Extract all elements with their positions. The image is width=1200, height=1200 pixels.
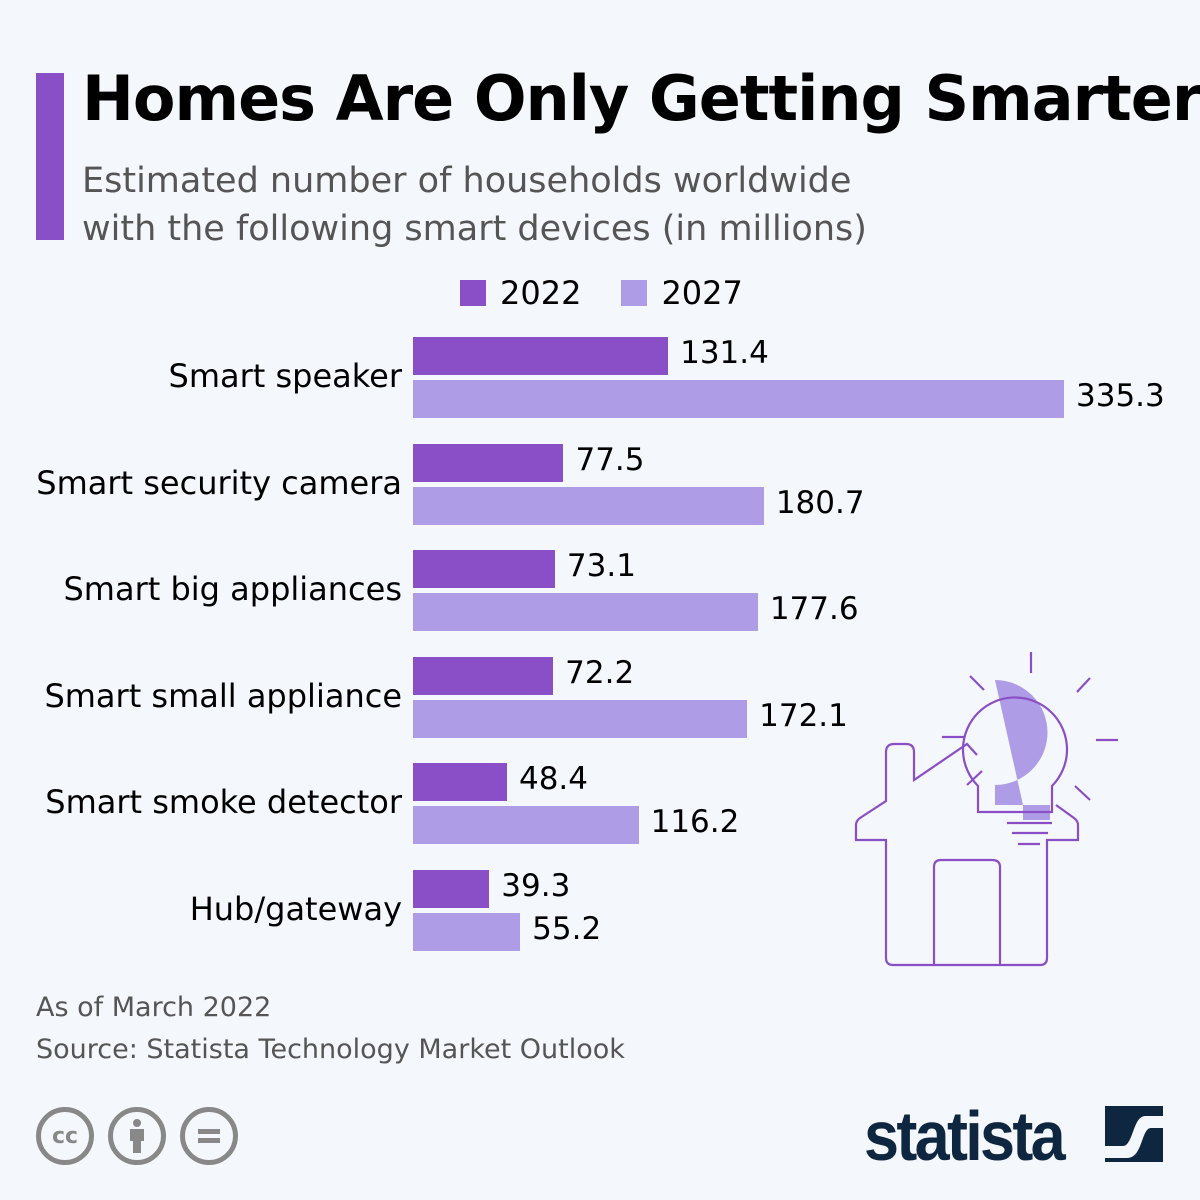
category-label: Smart small appliance [44, 676, 402, 715]
legend-label: 2022 [500, 274, 582, 312]
data-label: 116.2 [650, 804, 740, 840]
bar-2022 [413, 550, 555, 588]
no-derivatives-icon[interactable] [180, 1107, 238, 1165]
data-label: 172.1 [759, 697, 848, 734]
bar-2027 [413, 699, 748, 738]
attribution-icon[interactable] [108, 1107, 166, 1165]
category-label: Smart smoke detector [45, 783, 402, 821]
data-label: 177.6 [769, 591, 859, 627]
bar-2022 [413, 763, 507, 801]
bar-2022 [413, 337, 669, 375]
data-label: 180.7 [775, 484, 865, 521]
legend-swatch [621, 280, 648, 306]
data-label: 48.4 [518, 761, 588, 797]
source: Source: Statista Technology Market Outlo… [36, 1034, 625, 1065]
bar-2027 [413, 912, 521, 951]
title-accent-bar [36, 73, 64, 240]
bar-2022 [413, 443, 564, 482]
data-label: 131.4 [680, 335, 769, 371]
subtitle-line-2: with the following smart devices (in mil… [82, 209, 867, 249]
category-label: Smart speaker [168, 357, 402, 395]
bar-2027 [413, 380, 1064, 418]
footnote: As of March 2022 [36, 992, 272, 1023]
data-label: 335.3 [1076, 378, 1165, 414]
data-label: 72.2 [565, 654, 635, 691]
statista-logo-icon [1105, 1106, 1163, 1162]
chart-subtitle: Estimated number of households worldwide… [82, 157, 982, 253]
legend-label: 2027 [661, 274, 743, 312]
statista-logo[interactable]: statista [864, 1097, 1066, 1175]
legend: 2022 2027 [460, 274, 771, 312]
category-label: Hub/gateway [189, 889, 402, 928]
category-label: Smart big appliances [63, 570, 402, 608]
data-label: 77.5 [575, 441, 645, 478]
legend-item-2022: 2022 [460, 274, 581, 312]
house-lightbulb-illustration [854, 652, 1118, 967]
data-label: 73.1 [566, 548, 636, 584]
bar-2022 [413, 869, 490, 908]
category-label: Smart security camera [36, 463, 402, 502]
bar-2027 [413, 593, 758, 631]
bar-2027 [413, 486, 764, 525]
data-label: 55.2 [532, 910, 602, 947]
data-label: 39.3 [501, 867, 571, 904]
subtitle-line-1: Estimated number of households worldwide [82, 161, 852, 201]
chart-title: Homes Are Only Getting Smarter [82, 62, 1200, 135]
legend-swatch [460, 280, 486, 306]
legend-item-2027: 2027 [621, 274, 743, 312]
bar-2022 [413, 656, 554, 695]
bar-2027 [413, 806, 639, 844]
cc-icon[interactable]: cc [36, 1107, 94, 1165]
